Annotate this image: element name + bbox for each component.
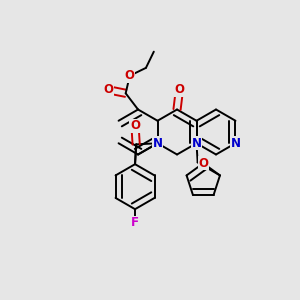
Text: N: N [152,137,163,150]
Text: N: N [191,137,202,150]
Text: O: O [174,83,184,96]
Text: O: O [130,119,140,132]
Text: O: O [198,157,208,170]
Text: F: F [131,216,139,229]
Text: O: O [125,69,135,82]
Text: N: N [230,137,241,150]
Text: O: O [104,83,114,96]
